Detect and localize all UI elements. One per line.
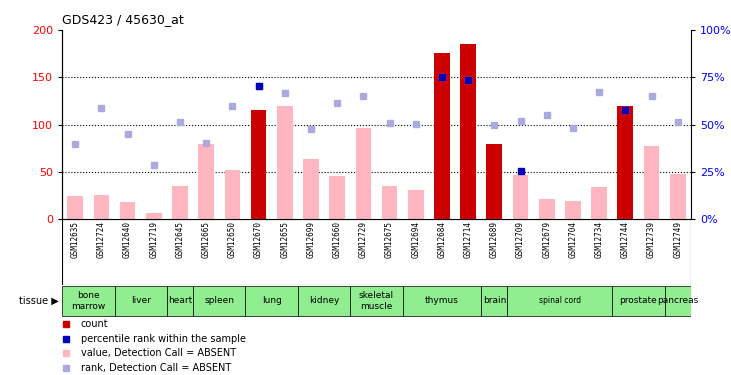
Bar (481, 286, 507, 316)
Text: kidney: kidney (309, 296, 339, 305)
Text: spinal cord: spinal cord (539, 296, 581, 305)
Text: GSM12679: GSM12679 (542, 221, 551, 258)
Bar (565, 201, 580, 219)
Text: GSM12689: GSM12689 (490, 221, 499, 258)
Bar (618, 106, 633, 219)
Bar (173, 186, 188, 219)
Text: GSM12675: GSM12675 (385, 221, 394, 258)
Bar (434, 207, 450, 219)
Bar (303, 159, 319, 219)
Bar (115, 286, 167, 316)
Text: skeletal
muscle: skeletal muscle (359, 291, 394, 310)
Text: GSM12670: GSM12670 (254, 221, 263, 258)
Bar (62, 286, 115, 316)
Text: GSM12635: GSM12635 (71, 221, 80, 258)
Bar (434, 53, 450, 219)
Bar (408, 190, 423, 219)
Bar (198, 144, 214, 219)
Bar (618, 106, 633, 219)
Text: prostate: prostate (620, 296, 657, 305)
Bar (643, 146, 659, 219)
Text: GSM12704: GSM12704 (569, 221, 577, 258)
Bar (193, 286, 246, 316)
Bar (251, 110, 266, 219)
Bar (612, 286, 664, 316)
Bar (350, 286, 403, 316)
Text: GSM12640: GSM12640 (123, 221, 132, 258)
Text: GSM12650: GSM12650 (228, 221, 237, 258)
Text: spleen: spleen (204, 296, 235, 305)
Text: tissue ▶: tissue ▶ (19, 296, 58, 306)
Bar (664, 286, 691, 316)
Text: GSM12655: GSM12655 (280, 221, 289, 258)
Text: GSM12719: GSM12719 (149, 221, 159, 258)
Bar (539, 198, 555, 219)
Bar (355, 129, 371, 219)
Text: GSM12729: GSM12729 (359, 221, 368, 258)
Bar (461, 144, 476, 219)
Bar (382, 186, 398, 219)
Bar (670, 174, 686, 219)
Text: heart: heart (168, 296, 192, 305)
Text: GSM12665: GSM12665 (202, 221, 211, 258)
Bar (486, 144, 502, 219)
Text: GSM12694: GSM12694 (412, 221, 420, 258)
Bar (167, 286, 193, 316)
Text: value, Detection Call = ABSENT: value, Detection Call = ABSENT (81, 348, 236, 358)
Text: brain: brain (482, 296, 506, 305)
Text: count: count (81, 319, 109, 329)
Bar (403, 286, 481, 316)
Text: GSM12699: GSM12699 (306, 221, 316, 258)
Text: GDS423 / 45630_at: GDS423 / 45630_at (62, 13, 184, 26)
Text: GSM12749: GSM12749 (673, 221, 682, 258)
Text: GSM12724: GSM12724 (97, 221, 106, 258)
Bar (486, 188, 502, 219)
Bar (67, 196, 83, 219)
Text: GSM12660: GSM12660 (333, 221, 341, 258)
Text: liver: liver (131, 296, 151, 305)
Text: GSM12709: GSM12709 (516, 221, 525, 258)
Text: lung: lung (262, 296, 281, 305)
Bar (277, 106, 292, 219)
Text: pancreas: pancreas (657, 296, 698, 305)
Bar (507, 286, 612, 316)
Bar (246, 286, 298, 316)
Bar (224, 170, 240, 219)
Text: GSM12739: GSM12739 (647, 221, 656, 258)
Bar (94, 195, 110, 219)
Bar (329, 176, 345, 219)
Text: GSM12744: GSM12744 (621, 221, 630, 258)
Bar (591, 187, 607, 219)
Bar (251, 111, 266, 219)
Text: GSM12714: GSM12714 (463, 221, 473, 258)
Text: GSM12645: GSM12645 (175, 221, 184, 258)
Text: bone
marrow: bone marrow (71, 291, 105, 310)
Bar (461, 44, 476, 219)
Text: rank, Detection Call = ABSENT: rank, Detection Call = ABSENT (81, 363, 231, 373)
Text: GSM12684: GSM12684 (437, 221, 447, 258)
Bar (120, 202, 135, 219)
Text: GSM12734: GSM12734 (594, 221, 604, 258)
Text: percentile rank within the sample: percentile rank within the sample (81, 334, 246, 344)
Bar (146, 213, 162, 219)
Bar (512, 175, 529, 219)
Text: thymus: thymus (425, 296, 459, 305)
Bar (298, 286, 350, 316)
